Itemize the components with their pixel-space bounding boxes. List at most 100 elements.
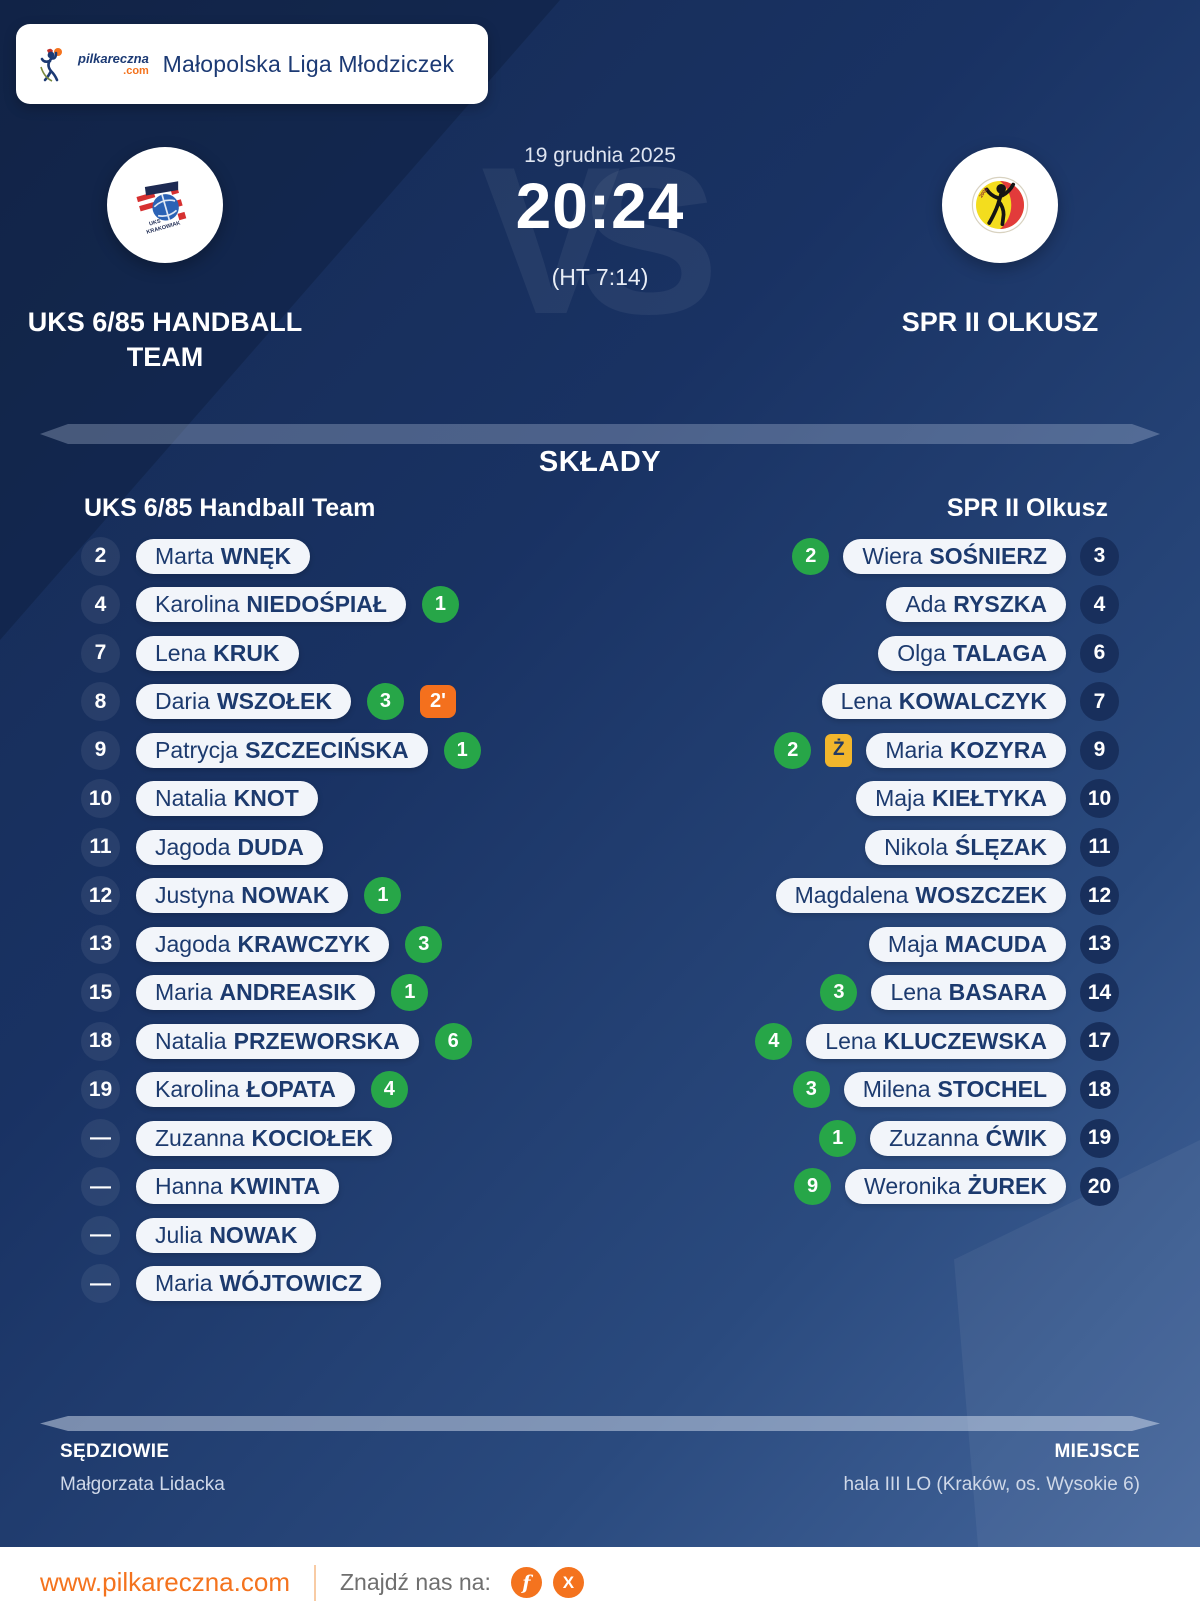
player-last-name: KOWALCZYK xyxy=(898,688,1047,714)
venue-label: MIEJSCE xyxy=(1054,1441,1140,1462)
player-number-badge: 12 xyxy=(81,876,120,915)
player-name-pill: Olga TALAGA xyxy=(878,635,1066,671)
player-last-name: DUDA xyxy=(237,833,304,860)
player-number-badge: 7 xyxy=(1080,682,1119,721)
player-number-badge: 8 xyxy=(81,682,120,721)
player-name-pill: Lena KLUCZEWSKA xyxy=(806,1023,1066,1059)
lineups-title: SKŁADY xyxy=(538,446,662,478)
match-score: 20:24 xyxy=(515,170,685,242)
player-row: 11 Jagoda DUDA xyxy=(81,827,581,867)
player-name-pill: Karolina ŁOPATA xyxy=(136,1072,355,1107)
player-name-pill: Natalia KNOT xyxy=(136,781,318,816)
player-first-name: Wiera xyxy=(862,542,923,569)
facebook-icon[interactable]: f xyxy=(510,1567,542,1598)
player-first-name: Weronika xyxy=(864,1173,961,1199)
player-first-name: Karolina xyxy=(155,591,240,617)
player-first-name: Julia xyxy=(155,1221,203,1248)
venue-block: MIEJSCE hala III LO (Kraków, os. Wysokie… xyxy=(843,1441,1140,1496)
site-footer: www.pilkareczna.com Znajdź nas na: f X xyxy=(0,1547,1200,1618)
match-date: 19 grudnia 2025 xyxy=(524,144,676,167)
player-first-name: Patrycja xyxy=(155,736,239,763)
player-row: — Hanna KWINTA xyxy=(81,1167,581,1206)
player-name-pill: Karolina NIEDOŚPIAŁ xyxy=(136,587,406,622)
player-row: 2 Marta WNĘK xyxy=(81,536,581,576)
player-first-name: Milena xyxy=(862,1076,931,1102)
home-team-logo: UKS KRAKOWIAK xyxy=(107,147,223,263)
yellow-card-badge: Ż xyxy=(825,733,853,767)
player-number-badge: 11 xyxy=(81,827,120,867)
goals-badge: 3 xyxy=(366,683,404,720)
goals-badge: 9 xyxy=(794,1168,832,1205)
pilkareczna-logo: pilkareczna .com xyxy=(38,45,149,83)
player-name-pill: Lena KRUK xyxy=(136,635,299,671)
player-last-name: KRAWCZYK xyxy=(237,930,371,957)
goals-badge: 3 xyxy=(792,1071,830,1108)
player-last-name: KOZYRA xyxy=(949,736,1047,763)
player-first-name: Karolina xyxy=(155,1076,240,1102)
player-row: 19 Karolina ŁOPATA 4 xyxy=(81,1070,581,1109)
player-number-badge: 4 xyxy=(81,585,120,624)
spr-olkusz-crest: 2003 xyxy=(971,176,1029,234)
player-number-badge: 2 xyxy=(81,536,120,576)
away-team-name: SPR II OLKUSZ xyxy=(901,307,1099,337)
handball-player-logo-icon xyxy=(40,48,62,82)
goals-badge: 4 xyxy=(370,1071,408,1108)
match-header: VS UKS KRAKOWIAK xyxy=(0,130,1200,420)
player-number-badge: 4 xyxy=(1080,585,1119,624)
player-first-name: Lena xyxy=(825,1027,877,1054)
player-first-name: Hanna xyxy=(155,1173,223,1199)
player-row: Olga TALAGA 6 xyxy=(619,633,1119,673)
player-row: 8 Daria WSZOŁEK 3 2' xyxy=(81,682,581,721)
player-first-name: Maja xyxy=(887,930,938,957)
x-twitter-icon[interactable]: X xyxy=(552,1567,584,1598)
player-first-name: Daria xyxy=(155,688,210,714)
player-first-name: Jagoda xyxy=(155,930,231,957)
player-name-pill: Natalia PRZEWORSKA xyxy=(136,1023,419,1059)
player-name-pill: Nikola ŚLĘZAK xyxy=(865,829,1066,865)
halftime-score: (HT 7:14) xyxy=(551,264,649,290)
player-row: Ada RYSZKA 4 xyxy=(619,585,1119,624)
player-last-name: KOCIOŁEK xyxy=(251,1124,373,1151)
player-row: 9 Weronika ŻUREK 20 xyxy=(619,1167,1119,1206)
player-last-name: KRUK xyxy=(213,639,280,666)
player-row: 15 Maria ANDREASIK 1 xyxy=(81,973,581,1012)
player-name-pill: Wiera SOŚNIERZ xyxy=(843,538,1066,574)
player-last-name: TALAGA xyxy=(952,639,1047,666)
player-row: 3 Milena STOCHEL 18 xyxy=(619,1070,1119,1109)
player-row: 9 Patrycja SZCZECIŃSKA 1 xyxy=(81,730,581,770)
footer-vertical-divider xyxy=(313,1564,316,1601)
player-name-pill: Maja KIEŁTYKA xyxy=(856,781,1066,816)
player-number-badge: 6 xyxy=(1080,633,1119,673)
brand-text: pilkareczna .com xyxy=(78,52,149,77)
home-team-name: UKS 6/85 HANDBALL TEAM xyxy=(27,307,303,373)
player-row: — Zuzanna KOCIOŁEK xyxy=(81,1118,581,1158)
player-first-name: Lena xyxy=(155,639,207,666)
player-last-name: ŻUREK xyxy=(967,1173,1047,1199)
site-url-link[interactable]: www.pilkareczna.com xyxy=(40,1567,290,1597)
goals-badge: 2 xyxy=(792,537,830,575)
player-number-badge: 18 xyxy=(81,1021,120,1061)
uks-krakowiak-crest: UKS KRAKOWIAK xyxy=(136,181,187,236)
header-card: pilkareczna .com Małopolska Liga Młodzic… xyxy=(16,24,488,104)
player-name-pill: Zuzanna ĆWIK xyxy=(870,1120,1066,1156)
player-last-name: KWINTA xyxy=(229,1173,321,1199)
player-first-name: Maria xyxy=(885,736,943,763)
player-first-name: Ada xyxy=(905,591,947,617)
player-last-name: NIEDOŚPIAŁ xyxy=(246,591,387,617)
goals-badge: 1 xyxy=(364,877,402,914)
player-first-name: Zuzanna xyxy=(155,1124,245,1151)
player-name-pill: Maria WÓJTOWICZ xyxy=(136,1266,382,1301)
player-row: Nikola ŚLĘZAK 11 xyxy=(619,827,1119,867)
player-row: 3 Lena BASARA 14 xyxy=(619,973,1119,1012)
player-last-name: ŚLĘZAK xyxy=(955,833,1047,860)
player-number-badge: — xyxy=(81,1167,120,1206)
away-team: 2003 SPR II OLKUSZ xyxy=(850,147,1150,340)
penalty-2min-badge: 2' xyxy=(419,685,456,718)
player-row: Maja KIEŁTYKA 10 xyxy=(619,779,1119,818)
player-number-badge: 9 xyxy=(1080,730,1119,770)
player-name-pill: Maria ANDREASIK xyxy=(136,975,376,1010)
brand-tld: .com xyxy=(123,64,149,77)
player-last-name: WÓJTOWICZ xyxy=(219,1270,363,1296)
player-row: 2 Wiera SOŚNIERZ 3 xyxy=(619,536,1119,576)
